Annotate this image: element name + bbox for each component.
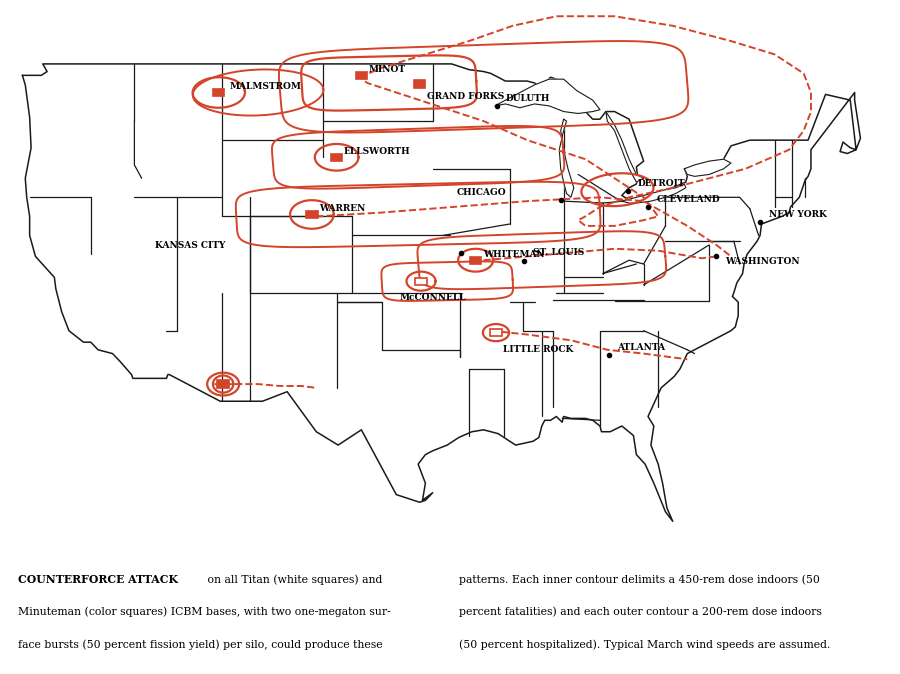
Text: WHITEMAN: WHITEMAN bbox=[482, 249, 544, 259]
Bar bbox=[416, 278, 427, 285]
Text: ST. LOUIS: ST. LOUIS bbox=[533, 248, 584, 257]
Bar bbox=[213, 89, 224, 96]
Bar bbox=[491, 329, 501, 336]
Text: WASHINGTON: WASHINGTON bbox=[725, 257, 800, 266]
Polygon shape bbox=[559, 119, 574, 197]
Text: WARREN: WARREN bbox=[319, 204, 365, 213]
Text: MINOT: MINOT bbox=[368, 65, 406, 73]
Text: ATLANTA: ATLANTA bbox=[617, 343, 666, 352]
Text: percent fatalities) and each outer contour a 200-rem dose indoors: percent fatalities) and each outer conto… bbox=[459, 607, 822, 617]
Text: McCONNELL: McCONNELL bbox=[400, 293, 466, 303]
Text: on all Titan (white squares) and: on all Titan (white squares) and bbox=[203, 574, 382, 585]
Bar bbox=[356, 71, 367, 79]
Text: COUNTERFORCE ATTACK: COUNTERFORCE ATTACK bbox=[18, 574, 178, 585]
Bar bbox=[218, 381, 229, 388]
Text: LITTLE ROCK: LITTLE ROCK bbox=[503, 345, 573, 354]
Text: ELLSWORTH: ELLSWORTH bbox=[344, 147, 410, 156]
Polygon shape bbox=[495, 79, 600, 113]
Bar bbox=[470, 257, 482, 264]
Text: (50 percent hospitalized). Typical March wind speeds are assumed.: (50 percent hospitalized). Typical March… bbox=[459, 639, 830, 650]
Text: patterns. Each inner contour delimits a 450-rem dose indoors (50: patterns. Each inner contour delimits a … bbox=[459, 574, 820, 585]
Polygon shape bbox=[684, 159, 731, 177]
Text: CHICAGO: CHICAGO bbox=[456, 189, 507, 197]
Text: KANSAS CITY: KANSAS CITY bbox=[155, 241, 225, 250]
Text: DULUTH: DULUTH bbox=[506, 94, 550, 103]
Bar bbox=[331, 154, 342, 161]
Polygon shape bbox=[606, 112, 644, 182]
Text: MALMSTROM: MALMSTROM bbox=[230, 82, 302, 91]
Bar bbox=[306, 211, 318, 218]
Text: NEW YORK: NEW YORK bbox=[769, 210, 827, 219]
Text: GRAND FORKS: GRAND FORKS bbox=[427, 92, 504, 101]
Bar bbox=[414, 80, 426, 88]
Text: CLEVELAND: CLEVELAND bbox=[657, 195, 720, 204]
Polygon shape bbox=[622, 184, 686, 203]
Text: Minuteman (color squares) ICBM bases, with two one-megaton sur-: Minuteman (color squares) ICBM bases, wi… bbox=[18, 607, 391, 617]
Text: DETROIT: DETROIT bbox=[637, 179, 685, 188]
Text: face bursts (50 percent fission yield) per silo, could produce these: face bursts (50 percent fission yield) p… bbox=[18, 639, 382, 650]
